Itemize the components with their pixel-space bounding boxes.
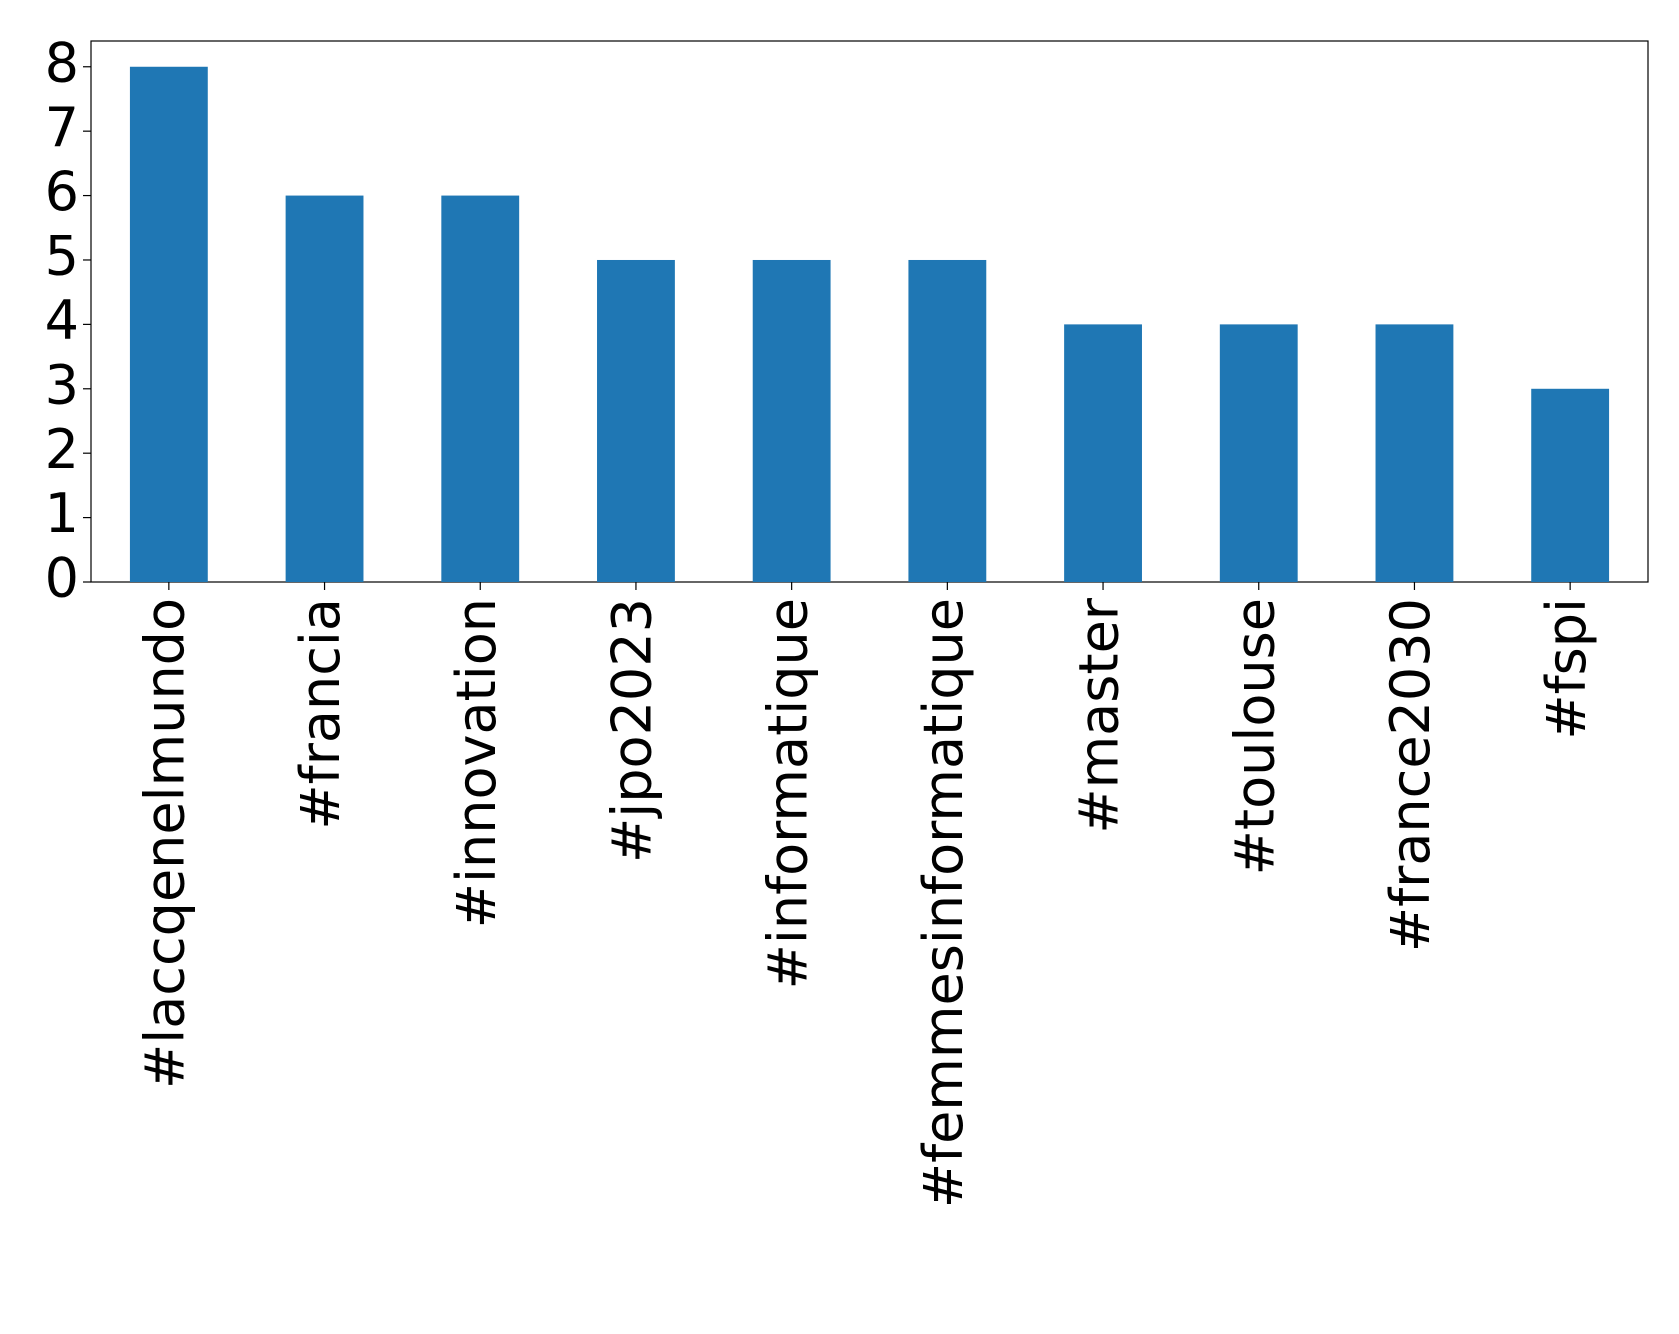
x-tick-label: #master: [1068, 597, 1131, 833]
y-tick-label: 6: [45, 160, 79, 223]
bar: [441, 195, 520, 583]
x-tick-label: #innovation: [445, 598, 508, 928]
y-tick-label: 8: [45, 31, 79, 94]
x-tick-label: #informatique: [756, 598, 819, 989]
x-tick-label: #fspi: [1535, 598, 1598, 740]
y-tick-label: 4: [45, 289, 79, 352]
bar: [752, 259, 831, 582]
bar: [129, 66, 208, 582]
y-tick-label: 0: [45, 547, 79, 610]
bar: [1064, 324, 1142, 582]
bar: [1219, 324, 1298, 582]
bar: [597, 259, 675, 582]
x-tick-label: #toulouse: [1223, 598, 1286, 875]
bar: [1375, 324, 1454, 582]
y-tick-label: 1: [45, 482, 79, 545]
y-tick-label: 5: [45, 225, 79, 288]
y-tick-label: 2: [45, 418, 79, 481]
x-tick-label: #laccqenelmundo: [133, 598, 196, 1089]
x-tick-label: #francia: [289, 598, 352, 830]
y-tick-label: 7: [45, 96, 79, 159]
bar: [908, 259, 987, 582]
bar: [1531, 388, 1610, 582]
plot-frame: [90, 40, 1649, 583]
y-tick-label: 3: [45, 353, 79, 416]
x-tick-label: #jpo2023: [601, 598, 664, 863]
bar: [285, 195, 364, 583]
x-tick-label: #femmesinformatique: [912, 598, 975, 1208]
x-tick-label: #france2030: [1379, 598, 1442, 952]
